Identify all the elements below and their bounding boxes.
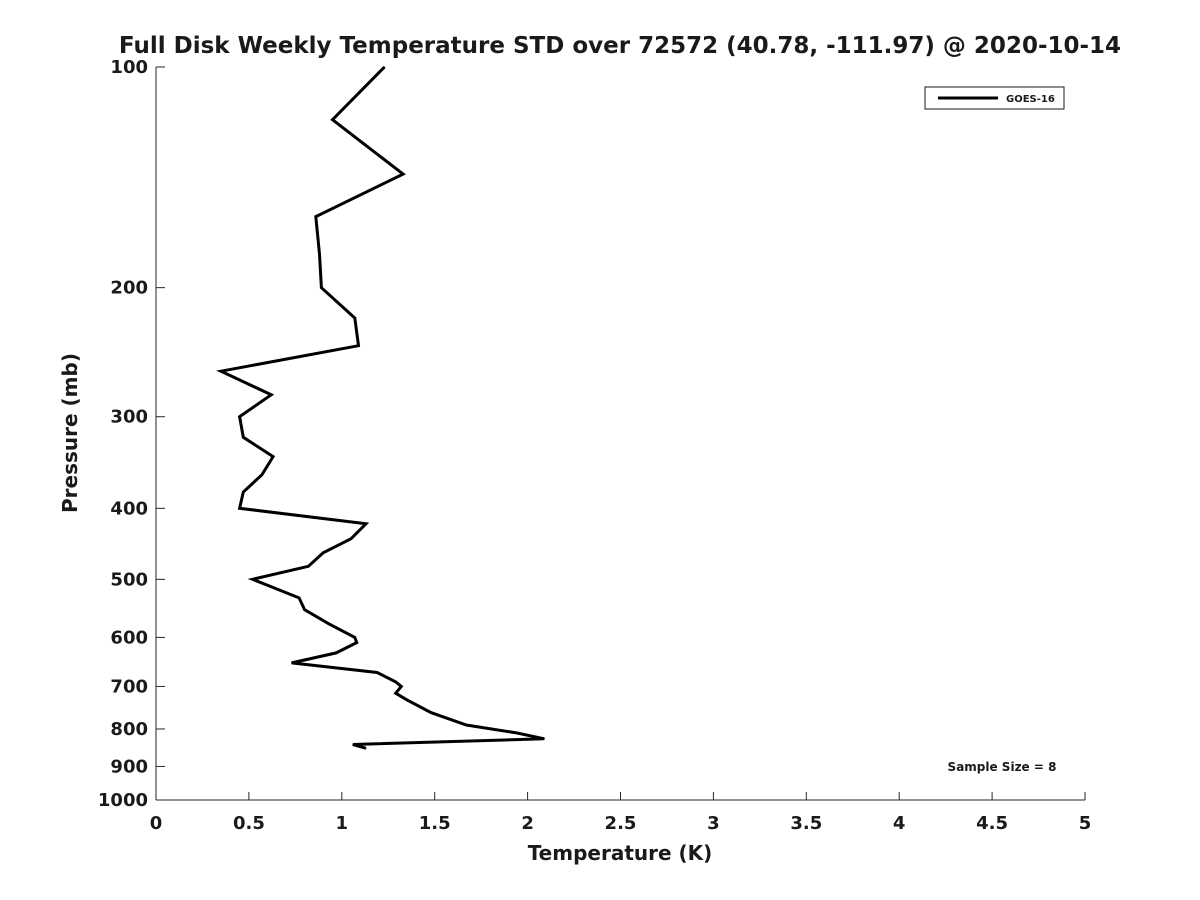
x-tick-label: 5 <box>1079 813 1092 834</box>
data-point <box>321 287 322 288</box>
y-tick-label: 900 <box>110 756 148 777</box>
data-point <box>403 174 404 175</box>
legend-label-goes16: GOES-16 <box>1006 94 1055 105</box>
data-point <box>332 119 333 120</box>
y-tick-label: 600 <box>110 627 148 648</box>
y-tick-label: 400 <box>110 498 148 519</box>
y-tick-label: 300 <box>110 407 148 428</box>
data-point <box>354 637 355 638</box>
data-point <box>395 693 396 694</box>
y-tick-label: 100 <box>110 57 148 78</box>
x-tick-label: 0 <box>150 813 163 834</box>
data-point <box>395 681 396 682</box>
data-point <box>304 609 305 610</box>
data-point <box>243 492 244 493</box>
data-point <box>261 474 262 475</box>
x-tick-label: 4.5 <box>976 813 1008 834</box>
chart-title: Full Disk Weekly Temperature STD over 72… <box>119 33 1121 59</box>
data-point <box>239 508 240 509</box>
data-point <box>366 523 367 524</box>
data-point <box>252 579 253 580</box>
data-point <box>366 748 367 749</box>
data-point <box>323 552 324 553</box>
data-point <box>354 318 355 319</box>
data-point <box>328 623 329 624</box>
data-point <box>273 456 274 457</box>
data-point <box>384 67 385 68</box>
x-tick-label: 2.5 <box>605 813 637 834</box>
data-point <box>352 744 353 745</box>
data-point <box>221 371 222 372</box>
data-point <box>351 538 352 539</box>
data-point <box>243 437 244 438</box>
y-tick-label: 500 <box>110 569 148 590</box>
y-axis-label: Pressure (mb) <box>58 353 82 513</box>
data-point <box>544 738 545 739</box>
x-tick-label: 3 <box>707 813 720 834</box>
data-point <box>308 566 309 567</box>
sample-size-annotation: Sample Size = 8 <box>948 760 1057 774</box>
data-point <box>358 345 359 346</box>
data-point <box>431 712 432 713</box>
data-point <box>315 216 316 217</box>
legend: GOES-16 <box>925 87 1064 109</box>
y-tick-label: 700 <box>110 676 148 697</box>
x-tick-label: 2 <box>521 813 534 834</box>
data-point <box>239 416 240 417</box>
data-point <box>319 254 320 255</box>
x-tick-label: 1.5 <box>419 813 451 834</box>
y-tick-label: 800 <box>110 719 148 740</box>
data-point <box>406 699 407 700</box>
data-point <box>291 662 292 663</box>
data-point <box>401 686 402 687</box>
data-point <box>377 672 378 673</box>
x-tick-label: 0.5 <box>233 813 265 834</box>
y-tick-label: 1000 <box>98 790 148 811</box>
data-point <box>299 597 300 598</box>
data-point <box>336 652 337 653</box>
x-tick-label: 4 <box>893 813 906 834</box>
plot-area <box>156 67 1085 800</box>
x-tick-label: 3.5 <box>790 813 822 834</box>
y-tick-label: 200 <box>110 278 148 299</box>
data-point <box>271 394 272 395</box>
data-point <box>516 732 517 733</box>
x-axis-label: Temperature (K) <box>528 841 713 865</box>
y-axis-ticks: 100 200 300 400 500 600 700 800 900 1000 <box>98 57 165 811</box>
data-point <box>466 725 467 726</box>
x-tick-label: 1 <box>336 813 349 834</box>
data-point <box>356 642 357 643</box>
